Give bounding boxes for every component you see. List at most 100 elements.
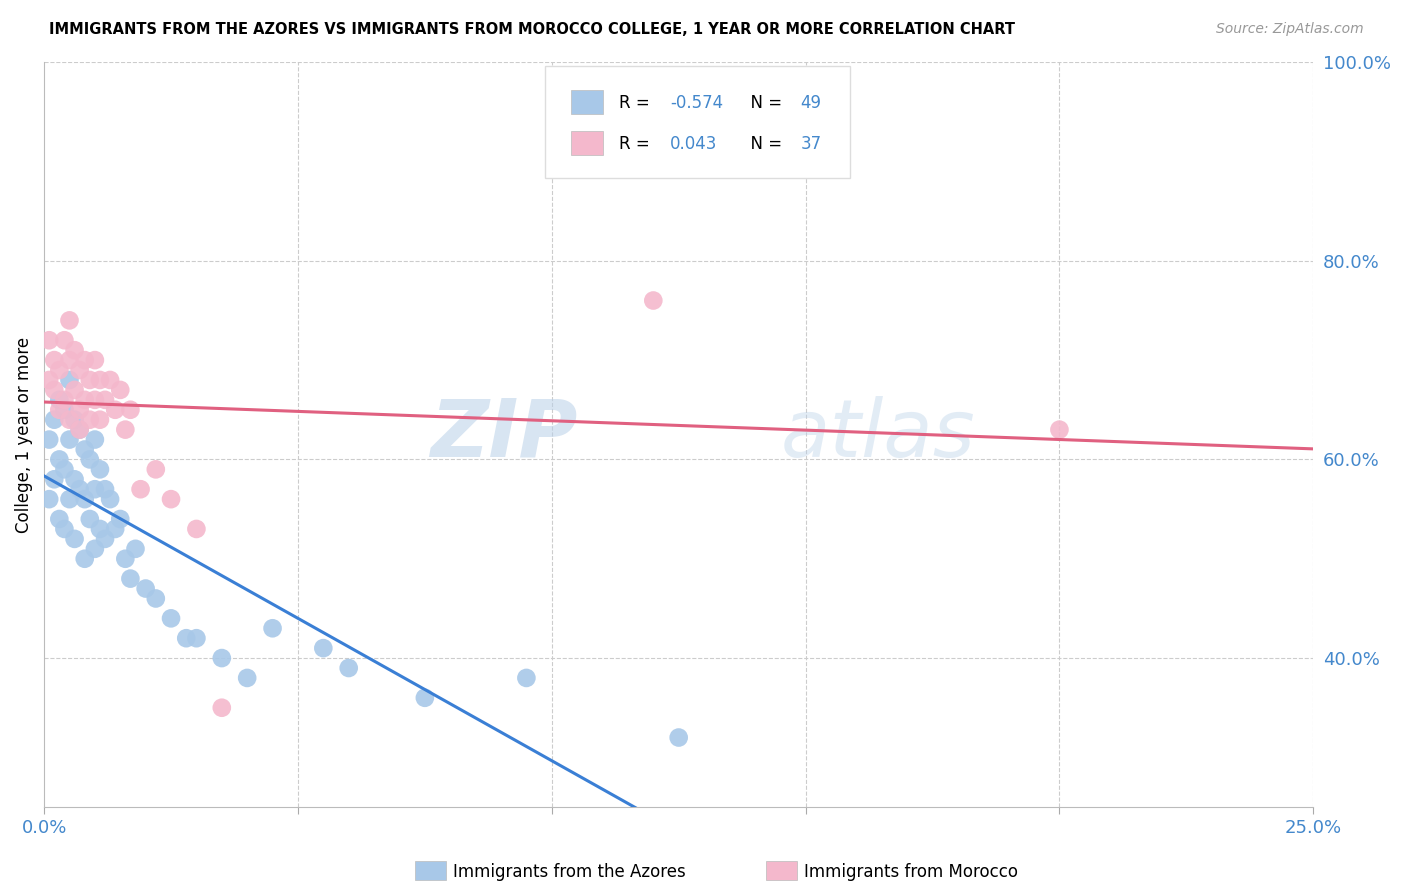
Point xyxy=(73,442,96,457)
Point xyxy=(38,492,60,507)
Point xyxy=(44,413,66,427)
Point xyxy=(53,522,76,536)
Text: Immigrants from Morocco: Immigrants from Morocco xyxy=(804,863,1018,881)
Point xyxy=(129,482,152,496)
Point xyxy=(120,572,142,586)
Point xyxy=(69,423,91,437)
Point xyxy=(211,651,233,665)
Text: N =: N = xyxy=(740,135,787,153)
Point xyxy=(48,512,70,526)
Text: Source: ZipAtlas.com: Source: ZipAtlas.com xyxy=(1216,22,1364,37)
Text: 49: 49 xyxy=(800,95,821,112)
Text: 0.043: 0.043 xyxy=(669,135,717,153)
Point xyxy=(58,373,80,387)
Point xyxy=(44,383,66,397)
Point xyxy=(53,392,76,407)
Point xyxy=(114,551,136,566)
Point xyxy=(94,482,117,496)
FancyBboxPatch shape xyxy=(546,66,851,178)
Point xyxy=(83,353,105,368)
Text: R =: R = xyxy=(619,95,655,112)
Point xyxy=(135,582,157,596)
Point xyxy=(211,700,233,714)
Point xyxy=(79,512,101,526)
Point xyxy=(120,402,142,417)
Point xyxy=(262,621,284,635)
Point xyxy=(94,392,117,407)
Point xyxy=(145,591,167,606)
Point xyxy=(83,541,105,556)
Point xyxy=(69,482,91,496)
Point xyxy=(160,611,183,625)
Point xyxy=(58,492,80,507)
Point xyxy=(38,433,60,447)
Point xyxy=(94,532,117,546)
FancyBboxPatch shape xyxy=(571,131,603,155)
Point xyxy=(53,402,76,417)
Point xyxy=(58,313,80,327)
Text: 37: 37 xyxy=(800,135,821,153)
Text: -0.574: -0.574 xyxy=(669,95,723,112)
Text: ZIP: ZIP xyxy=(430,395,576,474)
Text: IMMIGRANTS FROM THE AZORES VS IMMIGRANTS FROM MOROCCO COLLEGE, 1 YEAR OR MORE CO: IMMIGRANTS FROM THE AZORES VS IMMIGRANTS… xyxy=(49,22,1015,37)
Point xyxy=(79,373,101,387)
Point xyxy=(69,363,91,377)
Point xyxy=(89,462,111,476)
Point xyxy=(63,343,86,358)
Point xyxy=(44,353,66,368)
Point xyxy=(73,492,96,507)
Point xyxy=(160,492,183,507)
Point xyxy=(63,383,86,397)
Point xyxy=(69,423,91,437)
Text: N =: N = xyxy=(740,95,787,112)
Text: Immigrants from the Azores: Immigrants from the Azores xyxy=(453,863,686,881)
Point xyxy=(58,353,80,368)
Point xyxy=(89,522,111,536)
Point xyxy=(79,452,101,467)
Point xyxy=(48,452,70,467)
Point xyxy=(48,402,70,417)
Point xyxy=(58,413,80,427)
Point xyxy=(668,731,690,745)
Point xyxy=(48,363,70,377)
Point xyxy=(44,472,66,486)
Point xyxy=(63,472,86,486)
Point xyxy=(643,293,665,308)
Point xyxy=(73,353,96,368)
Y-axis label: College, 1 year or more: College, 1 year or more xyxy=(15,336,32,533)
Point xyxy=(186,522,208,536)
Point xyxy=(413,690,436,705)
Point xyxy=(63,532,86,546)
Point xyxy=(53,462,76,476)
Point xyxy=(38,333,60,347)
Point xyxy=(1049,423,1071,437)
FancyBboxPatch shape xyxy=(571,90,603,114)
Point xyxy=(83,392,105,407)
Point xyxy=(110,383,132,397)
Point xyxy=(83,433,105,447)
Point xyxy=(312,641,335,656)
Point xyxy=(114,423,136,437)
Point xyxy=(38,373,60,387)
Point xyxy=(110,512,132,526)
Point xyxy=(73,551,96,566)
Point xyxy=(174,631,197,645)
Point xyxy=(79,413,101,427)
Point xyxy=(98,373,121,387)
Point xyxy=(236,671,259,685)
Point xyxy=(515,671,537,685)
Point xyxy=(104,522,127,536)
Point xyxy=(186,631,208,645)
Point xyxy=(63,413,86,427)
Text: R =: R = xyxy=(619,135,661,153)
Point xyxy=(124,541,146,556)
Point xyxy=(89,373,111,387)
Point xyxy=(104,402,127,417)
Point xyxy=(83,482,105,496)
Point xyxy=(89,413,111,427)
Point xyxy=(337,661,360,675)
Point xyxy=(98,492,121,507)
Point xyxy=(48,392,70,407)
Point xyxy=(53,333,76,347)
Text: atlas: atlas xyxy=(780,395,974,474)
